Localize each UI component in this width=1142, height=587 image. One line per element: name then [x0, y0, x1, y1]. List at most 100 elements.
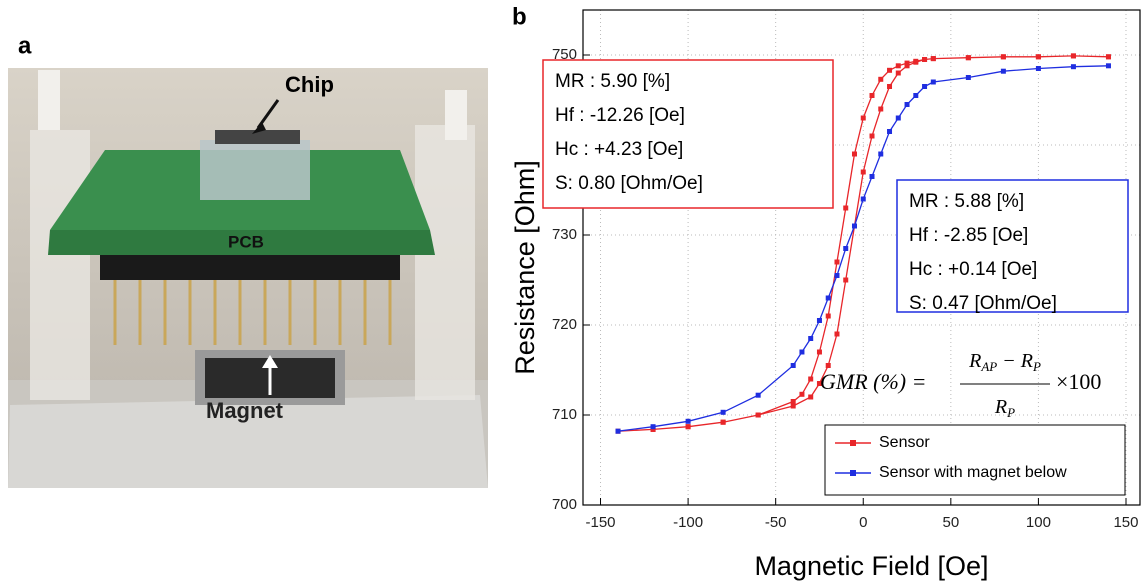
point — [650, 426, 656, 432]
equation-text: R — [968, 350, 981, 372]
point — [1105, 54, 1111, 60]
annotation-text: Hf : -12.26 [Oe] — [555, 105, 685, 126]
x-tick-label: 0 — [859, 514, 867, 531]
point — [790, 363, 796, 368]
point — [895, 115, 901, 121]
equation-sub: P — [1006, 405, 1015, 420]
point — [1035, 54, 1041, 60]
point — [887, 67, 893, 73]
point — [790, 403, 796, 409]
annotation-text: S: 0.47 [Ohm/Oe] — [909, 293, 1057, 314]
y-axis-title: Resistance [Ohm] — [510, 160, 540, 375]
point — [913, 59, 919, 65]
point — [930, 79, 936, 85]
point — [720, 409, 726, 415]
point — [887, 84, 893, 89]
equation-text: − — [997, 350, 1021, 372]
equation-sub: P — [1032, 359, 1041, 374]
point — [685, 424, 691, 430]
point — [869, 133, 875, 139]
x-tick-label: -50 — [765, 514, 787, 531]
point — [851, 223, 857, 229]
point — [799, 349, 805, 355]
equation-rhs: ×100 — [1056, 369, 1101, 394]
point — [878, 76, 884, 82]
point — [1070, 64, 1076, 70]
legend-label: Sensor with magnet below — [879, 464, 1067, 481]
point — [816, 381, 822, 386]
y-tick-label: 710 — [552, 406, 577, 423]
point — [650, 424, 656, 430]
annotation-text: MR : 5.88 [%] — [909, 191, 1024, 212]
equation-sub: AP — [980, 359, 997, 374]
panel-label: a — [18, 32, 32, 59]
annotation-box — [896, 179, 1129, 313]
point — [685, 418, 691, 424]
point — [860, 169, 866, 175]
point — [1000, 68, 1006, 74]
point — [720, 419, 726, 425]
point — [825, 313, 831, 319]
point — [904, 60, 910, 66]
point — [860, 115, 866, 121]
point — [869, 93, 875, 98]
point — [790, 399, 796, 404]
y-tick-label: 700 — [552, 496, 577, 513]
photo: a Chip PCB Magnet — [8, 32, 488, 488]
point — [930, 56, 936, 62]
point — [808, 336, 814, 341]
point — [965, 55, 971, 61]
legend-box — [824, 424, 1126, 496]
point — [755, 412, 761, 418]
annotation-box — [542, 59, 834, 209]
annotation-text: S: 0.80 [Ohm/Oe] — [555, 173, 703, 194]
point — [860, 196, 866, 202]
point — [922, 57, 928, 62]
point — [895, 70, 901, 76]
annotation-text: Hc : +0.14 [Oe] — [909, 259, 1037, 280]
annotation-text: Hf : -2.85 [Oe] — [909, 225, 1028, 246]
annotation-text: Hc : +4.23 [Oe] — [555, 139, 683, 160]
x-tick-label: 100 — [1026, 514, 1051, 531]
point — [799, 391, 805, 397]
equation-text: R — [994, 396, 1007, 418]
legend-marker — [850, 470, 856, 476]
equation-part: RAP​ − RP​ — [968, 350, 1041, 374]
point — [843, 246, 849, 251]
x-tick-label: -150 — [586, 514, 616, 531]
point — [834, 273, 840, 278]
panel-label: b — [512, 3, 527, 30]
point — [913, 93, 919, 98]
point — [878, 151, 884, 157]
photo-label: Chip — [285, 72, 334, 97]
point — [1105, 63, 1111, 69]
point — [843, 277, 849, 283]
point — [615, 428, 621, 434]
point — [878, 106, 884, 112]
x-tick-label: 50 — [942, 514, 959, 531]
point — [922, 84, 928, 89]
point — [755, 392, 761, 398]
y-tick-label: 750 — [552, 46, 577, 63]
point — [825, 363, 831, 368]
x-tick-label: -100 — [673, 514, 703, 531]
point — [843, 205, 849, 211]
point — [965, 75, 971, 80]
point — [834, 331, 840, 337]
y-tick-label: 720 — [552, 316, 577, 333]
annotation-text: MR : 5.90 [%] — [555, 71, 670, 92]
point — [869, 174, 875, 179]
point — [825, 295, 831, 301]
equation-text: R — [1020, 350, 1033, 372]
point — [851, 151, 857, 157]
point — [808, 394, 814, 400]
plot-frame — [582, 9, 1141, 506]
point — [1000, 54, 1006, 60]
x-axis-title: Magnetic Field [Oe] — [754, 551, 988, 581]
point — [1070, 53, 1076, 59]
point — [1035, 66, 1041, 71]
point — [816, 318, 822, 323]
legend-marker — [850, 440, 856, 446]
point — [904, 63, 910, 69]
